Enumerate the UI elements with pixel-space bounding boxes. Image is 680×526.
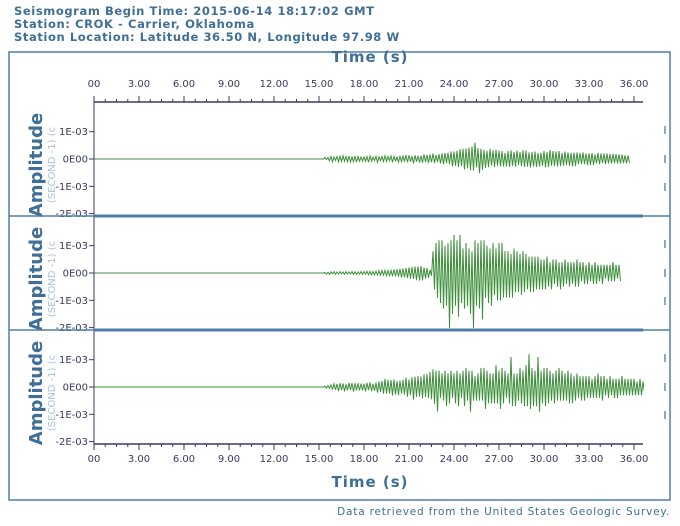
x-tick-label: 18.00 — [350, 79, 379, 90]
x-tick-label: 30.00 — [530, 79, 559, 90]
station-location: Station Location: Latitude 36.50 N, Long… — [14, 30, 400, 44]
y-tick-label: 1E-03 — [59, 241, 88, 252]
x-axis-ticks-bottom — [93, 444, 635, 450]
x-tick-label: 24.00 — [440, 79, 469, 90]
y-tick-label: -2E-03 — [55, 323, 88, 334]
x-tick-label: 21.00 — [395, 454, 424, 465]
x-tick-label: 3.00 — [128, 454, 150, 465]
x-tick-label: 36.00 — [620, 79, 649, 90]
y-tick-label: -1E-03 — [55, 410, 88, 421]
seismogram-trace — [94, 354, 644, 412]
y-axis-title: Amplitude — [26, 227, 47, 331]
x-tick-label: 15.00 — [305, 454, 334, 465]
y-axis-units: (SECOND -1) (c — [47, 127, 58, 203]
data-credit: Data retrieved from the United States Ge… — [337, 506, 670, 518]
x-axis-title-top: Time (s) — [331, 48, 408, 66]
y-axis-units: (SECOND -1) (c — [47, 241, 58, 317]
chart-frame — [8, 51, 671, 501]
x-tick-label: 30.00 — [530, 454, 559, 465]
x-tick-label: 27.00 — [485, 454, 514, 465]
x-axis-title-bottom: Time (s) — [331, 473, 408, 491]
x-tick-label: 9.00 — [218, 454, 240, 465]
x-tick-label: 33.00 — [575, 454, 604, 465]
seismogram-panel-2: 1E-03 0E00 -1E-03 -2E-03 Amplitude (SECOND -1… — [26, 216, 666, 334]
x-tick-label: 9.00 — [218, 79, 240, 90]
x-tick-label: 00 — [88, 454, 101, 465]
y-tick-label: -1E-03 — [55, 182, 88, 193]
y-axis-units: (SECOND -1) (c — [47, 355, 58, 431]
y-axis-title: Amplitude — [26, 341, 47, 445]
y-tick-label: 1E-03 — [59, 355, 88, 366]
x-tick-label: 00 — [88, 79, 101, 90]
seismogram-begin-time: Seismogram Begin Time: 2015-06-14 18:17:… — [14, 4, 375, 18]
y-tick-label: 0E00 — [63, 383, 88, 394]
x-tick-label: 3.00 — [128, 79, 150, 90]
y-tick-label: 0E00 — [63, 155, 88, 166]
y-tick-label: 1E-03 — [59, 127, 88, 138]
y-tick-label: -2E-03 — [55, 437, 88, 448]
x-tick-label: 12.00 — [260, 79, 289, 90]
x-tick-label: 24.00 — [440, 454, 469, 465]
station-name: Station: CROK - Carrier, Oklahoma — [14, 17, 255, 31]
x-tick-label: 36.00 — [620, 454, 649, 465]
x-axis-ticks-top — [93, 96, 635, 102]
y-tick-label: -2E-03 — [55, 209, 88, 220]
x-tick-label: 27.00 — [485, 79, 514, 90]
x-tick-label: 6.00 — [173, 454, 195, 465]
y-tick-label: -1E-03 — [55, 296, 88, 307]
seismogram-panel-3: 1E-03 0E00 -1E-03 -2E-03 Amplitude (SECOND -1… — [26, 330, 666, 448]
x-tick-label: 18.00 — [350, 454, 379, 465]
x-tick-label: 33.00 — [575, 79, 604, 90]
x-tick-label: 6.00 — [173, 79, 195, 90]
x-tick-label: 21.00 — [395, 79, 424, 90]
y-axis-title: Amplitude — [26, 113, 47, 217]
x-tick-label: 15.00 — [305, 79, 334, 90]
seismogram-trace — [94, 234, 621, 329]
x-tick-label: 12.00 — [260, 454, 289, 465]
y-tick-label: 0E00 — [63, 269, 88, 280]
seismogram-trace — [94, 142, 630, 174]
seismogram-panel-1: 1E-03 0E00 -1E-03 -2E-03 Amplitude (SECOND -1… — [26, 102, 666, 220]
